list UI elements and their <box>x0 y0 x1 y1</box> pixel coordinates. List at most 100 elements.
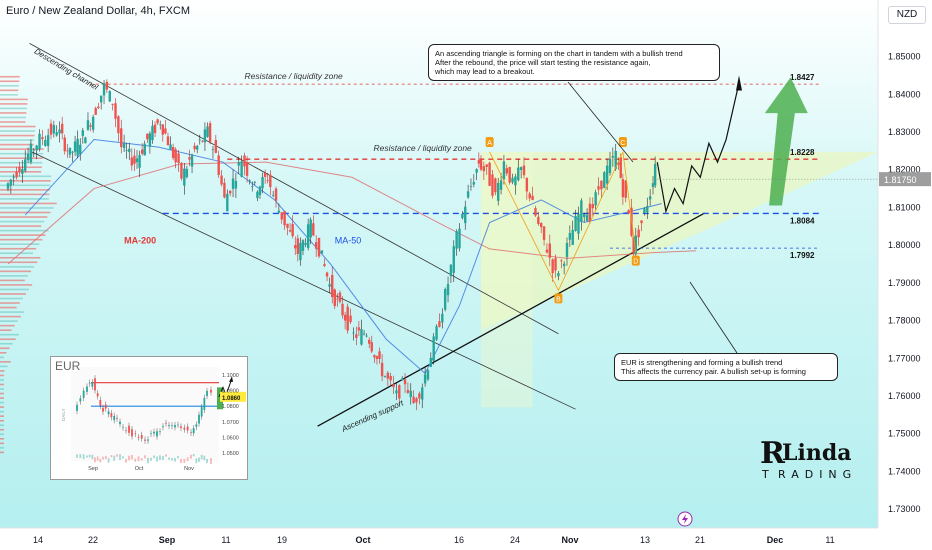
candle-body <box>368 339 371 344</box>
volume-profile-bar <box>0 302 20 304</box>
volume-profile-bar <box>0 125 36 128</box>
x-tick-label: Nov <box>561 535 578 545</box>
candle-body <box>263 172 267 177</box>
inset-x-label: Oct <box>135 466 144 472</box>
candle-body <box>464 206 467 224</box>
candle-body <box>441 313 444 323</box>
brand-logo: R Linda T RADING <box>756 436 851 488</box>
volume-profile-bar <box>0 256 41 259</box>
inset-candle-body <box>116 417 118 419</box>
candle-body <box>365 335 368 337</box>
candle-body <box>412 396 415 404</box>
inset-x-label: Sep <box>88 466 98 472</box>
candle-body <box>301 240 305 251</box>
volume-profile-bar <box>0 98 28 101</box>
candle-body <box>201 140 204 142</box>
inset-candle-body <box>159 431 161 433</box>
candle-body <box>352 332 355 334</box>
candle-body <box>403 379 407 385</box>
x-tick-label: 21 <box>695 535 705 545</box>
candle-body <box>24 159 27 171</box>
candle-body <box>277 210 281 213</box>
candle-body <box>511 177 514 183</box>
x-tick-label: Sep <box>159 535 176 545</box>
candle-body <box>46 135 50 147</box>
candle-body <box>38 133 41 150</box>
inset-volume-bar <box>192 454 195 457</box>
candle-body <box>514 176 517 186</box>
candle-body <box>283 211 286 226</box>
candle-body <box>253 181 257 183</box>
volume-profile-bar <box>0 333 19 336</box>
inset-candle-body <box>76 404 78 411</box>
candle-body <box>627 210 630 214</box>
volume-profile-bar <box>0 170 42 173</box>
candle-body <box>355 334 358 338</box>
inset-volume-bar <box>150 457 152 461</box>
inset-volume-bar <box>171 458 173 461</box>
candle-body <box>245 162 249 176</box>
inset-candle-body <box>107 411 110 415</box>
logo-initial-2: T <box>762 468 769 481</box>
y-tick-label: 1.83000 <box>888 127 921 137</box>
candle-body <box>469 185 473 187</box>
pattern-point-label-D: D <box>633 259 638 266</box>
volume-profile-bar <box>0 406 4 408</box>
eur-inset-plot: 1.0860 1.1000 1.0900 1.0800 1.0700 1.0600 1.05… <box>61 367 246 472</box>
volume-profile-bar <box>0 361 11 363</box>
volume-profile-bar <box>0 347 10 350</box>
candle-body <box>35 145 38 151</box>
y-tick-label: 1.74000 <box>888 466 921 476</box>
x-tick-label: 19 <box>277 535 287 545</box>
inset-volume-bar <box>107 458 110 463</box>
candle-body <box>331 274 334 298</box>
y-tick-label: 1.81000 <box>888 202 921 212</box>
candle-body <box>461 213 464 219</box>
inset-candle-body <box>206 390 208 397</box>
inset-volume-bar <box>162 455 164 461</box>
volume-profile-bar <box>0 161 43 164</box>
candle-body <box>68 147 72 155</box>
candle-body <box>409 390 412 398</box>
candle-body <box>452 246 455 273</box>
candle-body <box>32 149 35 151</box>
candle-body <box>153 124 157 134</box>
candle-body <box>528 193 531 199</box>
candle-body <box>15 171 18 178</box>
inset-volume-bar <box>200 454 203 460</box>
candle-body <box>435 326 438 340</box>
candle-body <box>26 153 30 161</box>
volume-profile-bar <box>0 143 34 146</box>
candle-body <box>203 129 207 143</box>
candle-body <box>375 356 379 359</box>
candle-body <box>217 155 220 175</box>
inset-y-label: 1.0900 <box>222 389 239 395</box>
candle-body <box>135 158 139 163</box>
candle-body <box>357 327 361 331</box>
candle-body <box>432 336 435 361</box>
inset-volume-bar <box>96 456 99 461</box>
volume-profile-bar <box>0 356 4 359</box>
candle-body <box>653 163 657 186</box>
x-tick-label: 16 <box>454 535 464 545</box>
inset-candle-body <box>144 439 146 441</box>
candle-body <box>343 314 347 321</box>
current-price-value: 1.81750 <box>884 175 917 185</box>
candle-body <box>294 245 297 249</box>
candle-body <box>560 260 563 262</box>
currency-badge[interactable]: NZD <box>888 6 926 24</box>
candle-body <box>166 136 170 146</box>
candle-body <box>386 372 390 379</box>
candle-body <box>475 169 478 173</box>
inset-volume-bar <box>76 454 78 458</box>
volume-profile-bar <box>0 293 26 295</box>
inset-volume-bar <box>144 455 146 459</box>
candle-body <box>325 272 329 277</box>
inset-volume-bar <box>165 454 167 457</box>
volume-profile-bar <box>0 148 44 150</box>
level-label-resistance-main: 1.8228 <box>790 148 815 157</box>
candle-body <box>517 167 520 181</box>
volume-profile-bar <box>0 207 54 209</box>
inset-volume-bar <box>195 458 198 464</box>
inset-y-label: 1.0500 <box>222 451 239 457</box>
